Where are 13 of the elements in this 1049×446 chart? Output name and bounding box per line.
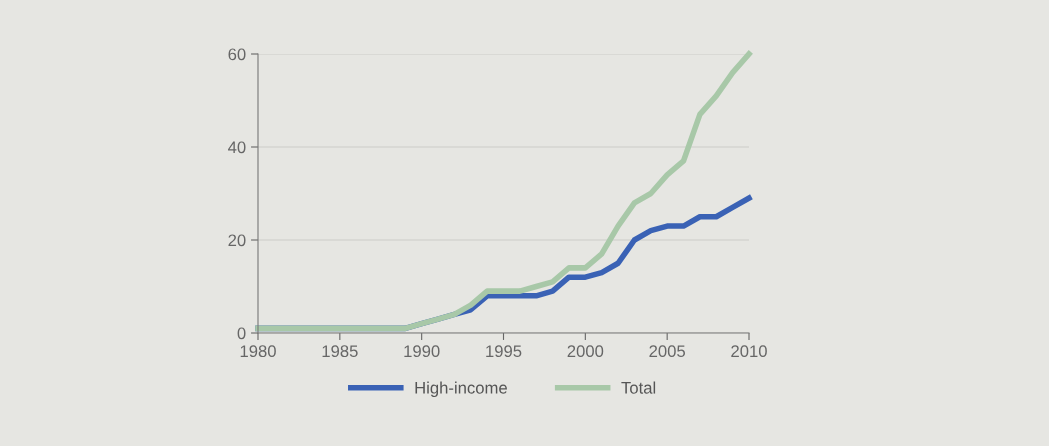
x-tick-label: 1985 bbox=[322, 345, 358, 358]
x-tick-label: 2000 bbox=[567, 345, 604, 358]
legend-label: Total bbox=[621, 381, 656, 394]
x-tick-label: 1995 bbox=[486, 345, 522, 358]
x-tick-label: 2010 bbox=[731, 345, 767, 358]
x-tick-label: 1990 bbox=[404, 345, 440, 358]
y-tick-label: 0 bbox=[237, 327, 246, 340]
y-tick-label: 20 bbox=[228, 234, 246, 247]
x-tick-label: 1980 bbox=[240, 345, 276, 358]
x-tick-label: 2005 bbox=[649, 345, 686, 358]
legend-label: High-income bbox=[415, 381, 507, 398]
y-tick-label: 40 bbox=[228, 141, 246, 154]
y-tick-label: 60 bbox=[228, 48, 246, 61]
